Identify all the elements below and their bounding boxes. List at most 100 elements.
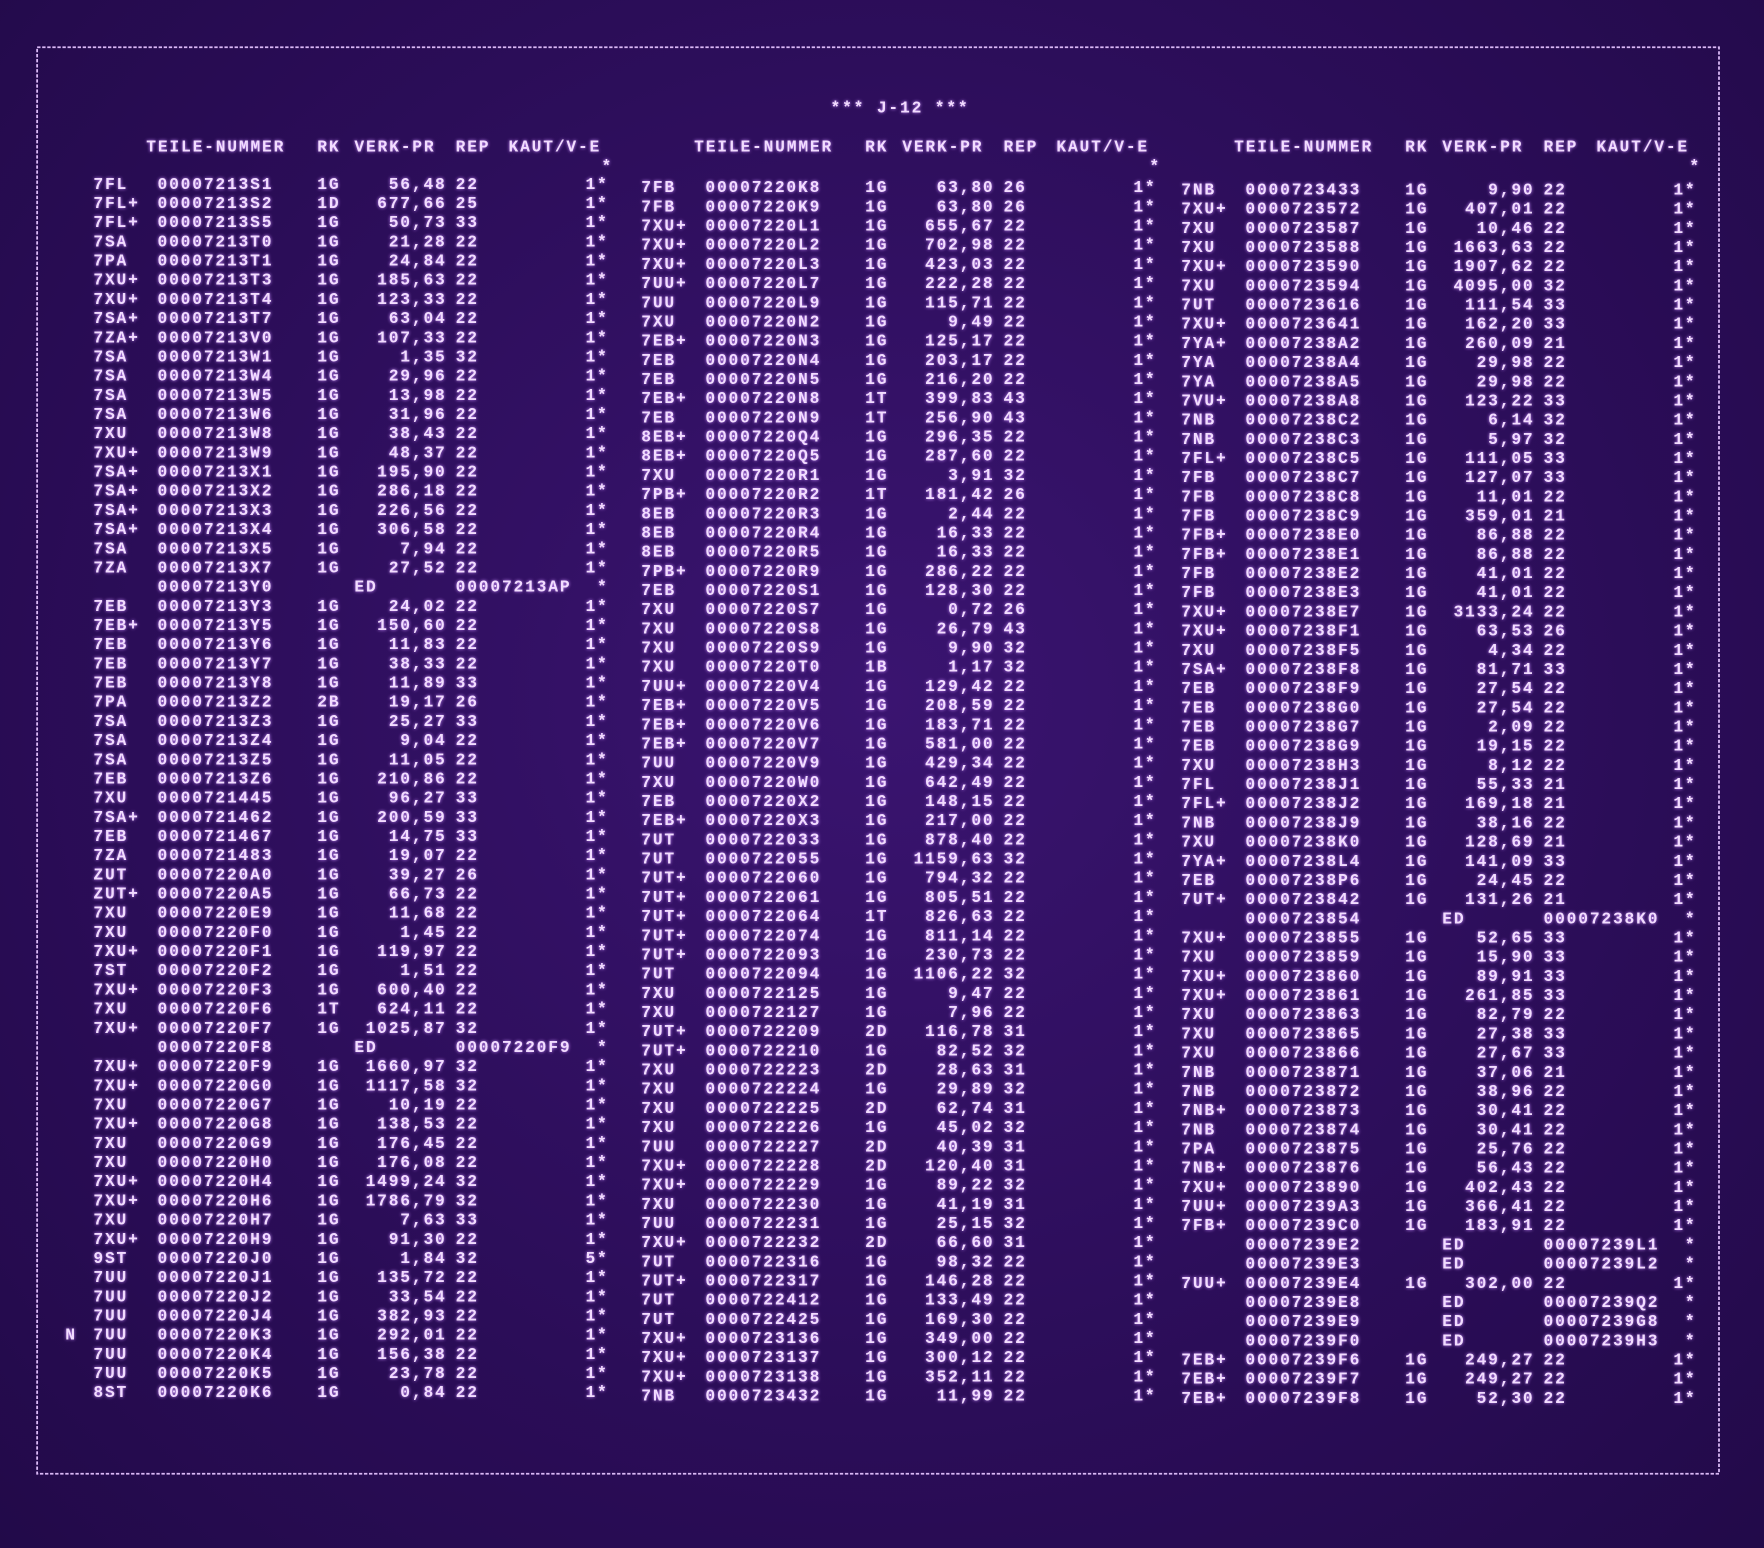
price: 135,72 (377, 1268, 446, 1287)
rep: 22 (1544, 1082, 1567, 1101)
part-number: 0000723865 (1245, 1024, 1361, 1043)
prefix: 7XU+ (1181, 929, 1227, 948)
part-number: 00007220J1 (158, 1268, 274, 1287)
part-number: 0000723872 (1245, 1082, 1361, 1101)
prefix: 7XU (641, 600, 676, 619)
part-number: 0000723871 (1245, 1063, 1361, 1082)
prefix: 7EB+ (641, 389, 687, 408)
prefix: 7UT (641, 1310, 676, 1329)
rep: 22 (456, 597, 479, 616)
price: 24,84 (389, 252, 447, 271)
rep: 22 (1544, 1178, 1567, 1197)
kaut: 1* (585, 443, 608, 462)
rk: 1G (1405, 641, 1428, 660)
rep: 31 (1004, 1061, 1027, 1080)
part-number: 00007220K8 (705, 178, 821, 197)
prefix: 7XU (93, 424, 128, 443)
rep: 22 (1544, 602, 1567, 621)
part-number: 0000722316 (705, 1252, 821, 1271)
prefix: 7XU (641, 1061, 676, 1080)
rk: 1G (1405, 1216, 1428, 1235)
price: ED (1442, 1293, 1465, 1312)
prefix: 7EB+ (641, 811, 687, 830)
rk: 1G (865, 1387, 888, 1406)
rep: 22 (456, 1153, 479, 1172)
kaut: 1* (585, 1287, 608, 1306)
rep: 22 (1004, 312, 1027, 331)
part-number: 00007213W8 (158, 424, 274, 443)
price: 81,71 (1477, 660, 1535, 679)
rep: 22 (456, 405, 479, 424)
part-number: 00007238J1 (1245, 775, 1361, 794)
page-border (36, 46, 1720, 1475)
kaut: 1* (585, 347, 608, 366)
header-rep: REP (456, 138, 491, 157)
kaut: 1* (1673, 833, 1696, 852)
rk: 1G (317, 309, 340, 328)
rk: 1G (865, 217, 888, 236)
kaut: 1* (1673, 1197, 1696, 1216)
price: 37,06 (1477, 1063, 1535, 1082)
kaut: 1* (1673, 1274, 1696, 1293)
rk: 1G (317, 1134, 340, 1153)
rk: 1G (1405, 276, 1428, 295)
rk: 1G (1405, 775, 1428, 794)
part-number: 0000721483 (158, 846, 274, 865)
rk: 1G (1405, 929, 1428, 948)
rk: 1G (1405, 1024, 1428, 1043)
price: 123,33 (377, 290, 446, 309)
price: 183,71 (925, 715, 994, 734)
rk: 1G (1405, 1178, 1428, 1197)
prefix: 7XU+ (1181, 967, 1227, 986)
kaut: 1* (585, 1364, 608, 1383)
price: 123,22 (1465, 391, 1534, 410)
rk: 2D (865, 1099, 888, 1118)
prefix: 7XU+ (93, 290, 139, 309)
rk: 1G (865, 504, 888, 523)
prefix: 7PA (93, 252, 128, 271)
price: 66,73 (389, 885, 447, 904)
kaut: 1* (585, 1191, 608, 1210)
price: 21,28 (389, 232, 447, 251)
rk: 1G (1405, 411, 1428, 430)
kaut: 1* (585, 827, 608, 846)
rep: 21 (1544, 794, 1567, 813)
kaut: 1* (1673, 871, 1696, 890)
rk: 1G (317, 1326, 340, 1345)
price: 256,90 (925, 408, 994, 427)
rep: 32 (456, 347, 479, 366)
kaut: 1* (585, 558, 608, 577)
kaut: * (597, 1038, 609, 1057)
rep: 22 (1004, 888, 1027, 907)
price: 1660,97 (366, 1057, 447, 1076)
price: 1,84 (400, 1249, 446, 1268)
kaut: 1* (1673, 372, 1696, 391)
price: 352,11 (925, 1367, 994, 1386)
prefix: 7ZA+ (93, 328, 139, 347)
rk: 1G (317, 1268, 340, 1287)
rep: 22 (1544, 487, 1567, 506)
rk: 1G (317, 482, 340, 501)
rep: 22 (1004, 351, 1027, 370)
prefix: 7FB+ (1181, 545, 1227, 564)
rep: 22 (456, 1000, 479, 1019)
rep: 22 (1544, 1005, 1567, 1024)
rk: 1G (1405, 545, 1428, 564)
prefix: 7SA+ (93, 309, 139, 328)
part-number: 00007238F9 (1245, 679, 1361, 698)
rk: 1G (1405, 238, 1428, 257)
rep: 32 (1544, 430, 1567, 449)
price: 91,30 (389, 1230, 447, 1249)
rep: 22 (1544, 813, 1567, 832)
rk: 1G (1405, 986, 1428, 1005)
price: 600,40 (377, 980, 446, 999)
rep: 22 (456, 654, 479, 673)
kaut: 1* (585, 463, 608, 482)
rk: 1D (317, 194, 340, 213)
rep: 22 (456, 175, 479, 194)
prefix: 7XU+ (641, 1329, 687, 1348)
kaut: 1* (585, 654, 608, 673)
part-number: 0000722127 (705, 1003, 821, 1022)
price: 176,45 (377, 1134, 446, 1153)
rep: 26 (456, 693, 479, 712)
